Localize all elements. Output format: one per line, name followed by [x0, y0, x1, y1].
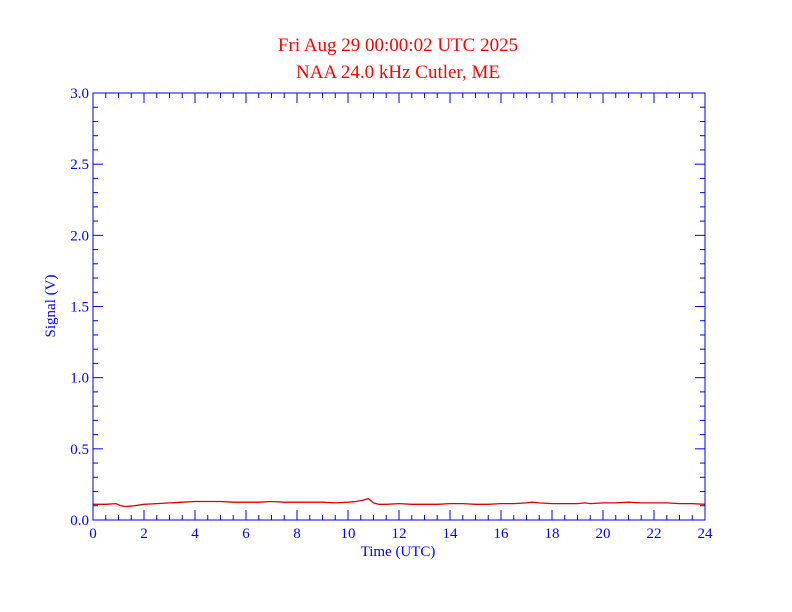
x-tick-label: 12: [392, 526, 407, 542]
x-axis-label: Time (UTC): [361, 544, 436, 560]
plot-frame: [92, 92, 706, 521]
x-tick-label: 10: [341, 526, 356, 542]
x-tick-label: 6: [242, 526, 250, 542]
series-layer: [93, 497, 706, 508]
x-tick-label: 20: [596, 526, 611, 542]
axis-ticks: [92, 92, 706, 521]
y-tick-label: 2.0: [70, 228, 89, 244]
chart-title: Fri Aug 29 00:00:02 UTC 2025: [278, 35, 518, 56]
x-tick-label: 2: [140, 526, 148, 542]
tick-labels: 0 2 4 6 8 10 12 14 16 18 20 22 240.00.51.01.52.02.53…: [70, 86, 713, 542]
signal-series-line: [93, 497, 706, 508]
y-tick-label: 3.0: [70, 86, 89, 102]
y-axis-label: Signal (V): [43, 275, 59, 338]
x-tick-label: 24: [698, 526, 714, 542]
x-tick-label: 14: [443, 526, 459, 542]
x-tick-label: 22: [647, 526, 662, 542]
x-tick-label: 18: [545, 526, 560, 542]
x-tick-label: 4: [191, 526, 199, 542]
y-tick-label: 1.5: [70, 300, 89, 316]
y-tick-label: 0.5: [70, 442, 89, 458]
x-tick-label: 0: [89, 526, 97, 542]
x-tick-label: 8: [293, 526, 301, 542]
chart-subtitle: NAA 24.0 kHz Cutler, ME: [296, 62, 500, 83]
y-tick-label: 1.0: [70, 371, 89, 387]
y-tick-label: 0.0: [70, 513, 89, 529]
x-tick-label: 16: [494, 526, 510, 542]
y-tick-label: 2.5: [70, 157, 89, 173]
